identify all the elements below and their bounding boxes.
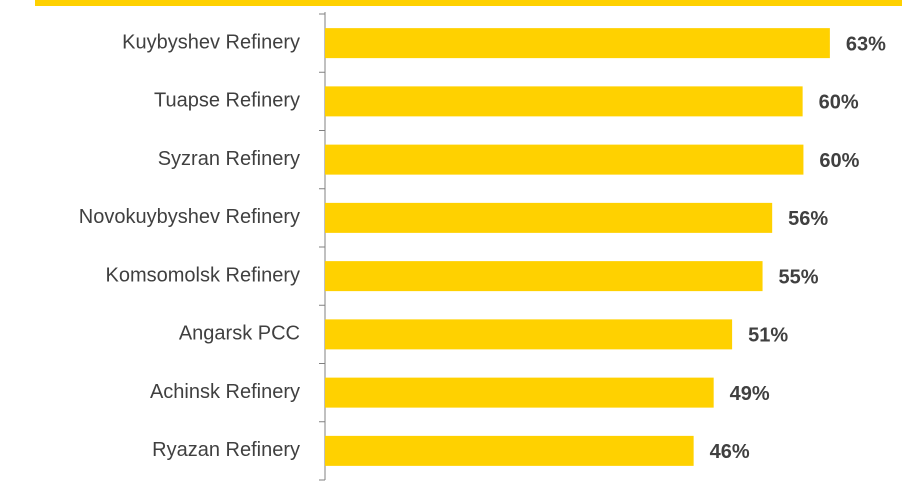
y-tick-label: Novokuybyshev Refinery: [79, 206, 300, 228]
bar: [325, 377, 714, 408]
data-label: 60%: [819, 150, 859, 172]
y-tick-label: Kuybyshev Refinery: [122, 31, 300, 53]
header-strip: [35, 0, 902, 6]
y-tick-label: Tuapse Refinery: [154, 90, 300, 112]
data-label: 55%: [779, 266, 819, 288]
bar: [325, 86, 803, 117]
data-label: 51%: [748, 325, 788, 347]
bar: [325, 319, 733, 350]
data-label: 63%: [846, 33, 886, 55]
y-tick-label: Achinsk Refinery: [150, 381, 300, 403]
bar: [325, 202, 773, 233]
y-tick-label: Komsomolsk Refinery: [105, 264, 300, 286]
data-label: 49%: [730, 383, 770, 405]
data-label: 56%: [788, 208, 828, 230]
y-tick-label: Ryazan Refinery: [152, 439, 300, 461]
bar: [325, 144, 804, 175]
bar: [325, 28, 830, 59]
bar: [325, 435, 694, 466]
y-tick-label: Syzran Refinery: [158, 148, 300, 170]
data-label: 46%: [710, 441, 750, 463]
data-label: 60%: [819, 92, 859, 114]
y-tick-label: Angarsk PCC: [179, 323, 300, 345]
bar: [325, 261, 763, 292]
